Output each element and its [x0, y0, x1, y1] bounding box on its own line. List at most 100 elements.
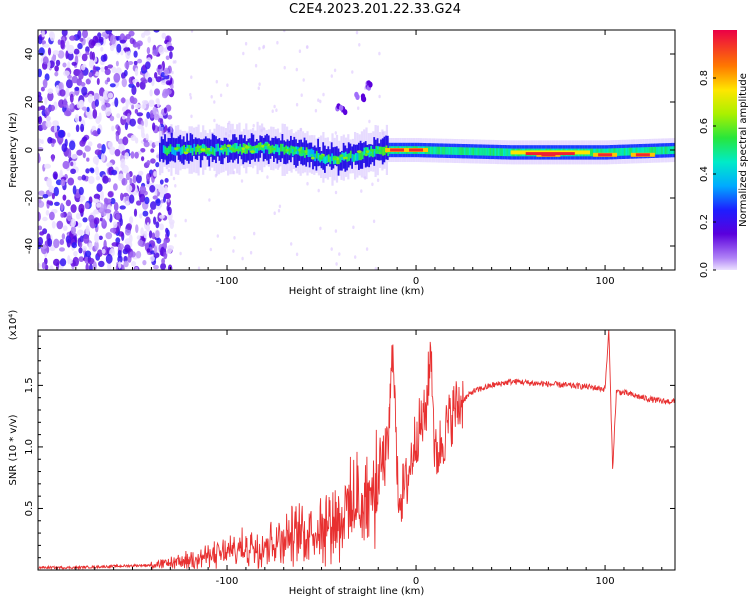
track-core: [475, 147, 478, 156]
noise-blob: [60, 202, 64, 211]
noise-blob: [99, 217, 103, 222]
noise-blob: [190, 30, 194, 33]
track-core: [656, 146, 658, 155]
noise-blob: [119, 218, 123, 226]
track-cluster: [294, 148, 298, 152]
noise-blob: [100, 46, 104, 52]
noise-blob: [164, 267, 168, 270]
noise-blob: [76, 149, 83, 156]
snr-frame: [37, 329, 676, 571]
noise-blob: [66, 79, 73, 89]
noise-blob: [151, 232, 156, 240]
track-core: [472, 147, 475, 156]
track-core: [227, 147, 230, 156]
track-core: [268, 146, 270, 155]
track-core: [254, 145, 257, 154]
track-cluster: [310, 154, 314, 157]
track-cluster: [271, 147, 276, 151]
noise-blob: [65, 87, 70, 98]
noise-blob: [241, 256, 244, 261]
track-core: [622, 148, 624, 156]
track-cluster: [241, 150, 245, 153]
x-tick-label: -100: [216, 576, 239, 587]
noise-blob: [143, 230, 148, 239]
noise-blob: [171, 70, 174, 75]
noise-blob: [64, 110, 71, 117]
noise-blob: [253, 231, 256, 236]
noise-blob: [317, 98, 320, 102]
track-core: [489, 148, 492, 156]
track-cluster: [369, 153, 374, 157]
noise-blob: [275, 108, 278, 112]
track-core: [601, 148, 604, 157]
noise-blob: [45, 120, 52, 128]
noise-blob: [190, 114, 193, 119]
noise-blob: [244, 41, 248, 46]
noise-blob: [156, 237, 162, 244]
noise-blob: [147, 36, 151, 43]
track-cluster: [263, 143, 269, 147]
track-core: [343, 152, 345, 161]
track-core: [625, 147, 628, 156]
noise-blob: [40, 139, 44, 144]
noise-blob: [146, 160, 151, 166]
noise-blob: [94, 149, 102, 156]
noise-blob: [61, 233, 66, 240]
noise-blob: [155, 162, 160, 168]
noise-blob: [133, 50, 138, 58]
noise-blob: [79, 99, 85, 108]
noise-blob: [167, 198, 170, 203]
track-core: [309, 149, 311, 158]
noise-blob: [100, 66, 105, 73]
track-core: [215, 144, 218, 152]
track-cluster: [369, 148, 375, 152]
noise-blob: [85, 225, 90, 236]
noise-blob: [49, 104, 55, 112]
noise-blob: [164, 88, 172, 95]
noise-blob: [65, 235, 71, 244]
peak-core: [635, 153, 650, 157]
track-core: [448, 147, 451, 155]
noise-blob: [104, 106, 112, 117]
noise-blob: [137, 58, 143, 64]
noise-blob: [101, 152, 106, 162]
track-core: [310, 148, 313, 157]
noise-blob: [130, 134, 137, 141]
noise-blob: [154, 187, 158, 198]
noise-blob: [122, 136, 129, 146]
noise-blob: [145, 61, 151, 70]
noise-blob: [371, 182, 374, 187]
track-core: [433, 146, 435, 155]
noise-blob: [149, 89, 153, 97]
noise-blob: [38, 142, 41, 148]
noise-blob: [169, 74, 172, 79]
noise-blob: [121, 115, 126, 120]
noise-blob: [129, 194, 135, 204]
track-cluster: [375, 151, 379, 154]
noise-blob: [59, 258, 67, 267]
noise-blob: [69, 103, 74, 110]
track-core: [198, 146, 201, 155]
track-core: [387, 148, 390, 156]
noise-blob: [158, 45, 165, 55]
noise-blob: [172, 176, 176, 181]
noise-blob: [55, 84, 60, 94]
noise-blob: [174, 233, 177, 238]
track-core: [331, 153, 333, 162]
y-tick-label: -40: [24, 238, 35, 254]
noise-blob: [142, 260, 147, 266]
track-core: [477, 147, 480, 156]
noise-blob: [125, 172, 131, 181]
x-axis-label: Height of straight line (km): [289, 586, 425, 597]
noise-blob: [111, 66, 117, 74]
noise-blob: [89, 263, 93, 270]
noise-blob: [119, 205, 126, 210]
track-core: [467, 147, 470, 156]
noise-blob: [189, 92, 192, 97]
noise-blob: [82, 217, 88, 223]
track-core: [450, 147, 453, 155]
noise-blob: [128, 83, 135, 88]
track-core: [351, 153, 354, 162]
noise-blob: [71, 61, 77, 66]
